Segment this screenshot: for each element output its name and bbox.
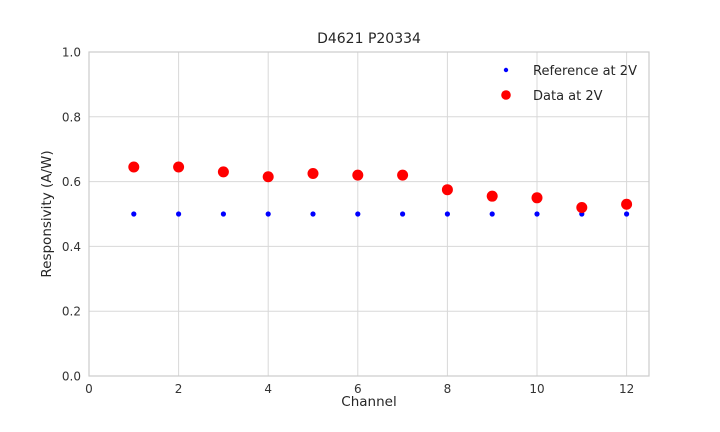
- data-point-reference: [265, 211, 271, 217]
- x-axis-label: Channel: [341, 394, 396, 410]
- data-point-reference: [310, 211, 316, 217]
- y-tick-label: 0.8: [62, 110, 81, 124]
- data-point-reference: [220, 211, 226, 217]
- y-tick-label: 1.0: [62, 46, 81, 60]
- x-tick-labels: 0 2 4 6 8 10 12: [85, 382, 634, 396]
- y-tick-labels: 0.0 0.2 0.4 0.6 0.8 1.0: [62, 46, 81, 384]
- legend: Reference at 2V Data at 2V: [501, 64, 637, 104]
- x-tick-label: 8: [444, 382, 452, 396]
- data-point-reference: [444, 211, 450, 217]
- plot-border: [88, 51, 650, 377]
- series-data-points: [128, 161, 633, 214]
- legend-marker-reference: [503, 67, 509, 73]
- data-point-data: [352, 169, 364, 181]
- y-tick-label: 0.0: [62, 370, 81, 384]
- y-tick-label: 0.4: [62, 240, 81, 254]
- data-point-data: [441, 184, 453, 196]
- data-point-data: [128, 161, 140, 173]
- y-tick-label: 0.2: [62, 305, 81, 319]
- legend-label-reference: Reference at 2V: [533, 64, 637, 79]
- chart-title: D4621 P20334: [317, 31, 421, 47]
- x-tick-label: 4: [264, 382, 272, 396]
- data-point-reference: [489, 211, 495, 217]
- data-point-data: [173, 161, 185, 173]
- data-point-data: [576, 202, 588, 214]
- data-point-data: [307, 168, 319, 179]
- legend-label-data: Data at 2V: [533, 89, 603, 104]
- data-point-reference: [400, 211, 406, 217]
- data-point-data: [397, 169, 409, 181]
- x-tick-label: 0: [85, 382, 93, 396]
- series-reference-points: [131, 211, 630, 217]
- data-point-reference: [624, 211, 630, 217]
- legend-marker-data: [501, 90, 511, 100]
- data-point-reference: [355, 211, 361, 217]
- data-point-data: [531, 192, 543, 204]
- x-tick-label: 2: [175, 382, 183, 396]
- data-point-reference: [131, 211, 137, 217]
- x-tick-label: 10: [529, 382, 544, 396]
- x-tick-label: 12: [619, 382, 634, 396]
- data-point-data: [486, 190, 498, 202]
- y-axis-label: Responsivity (A/W): [39, 150, 55, 277]
- data-point-data: [217, 166, 229, 178]
- x-tick-label: 6: [354, 382, 362, 396]
- y-tick-label: 0.6: [62, 175, 81, 189]
- data-point-reference: [176, 211, 182, 217]
- data-point-data: [262, 171, 274, 183]
- data-point-reference: [534, 211, 540, 217]
- data-point-data: [621, 198, 633, 210]
